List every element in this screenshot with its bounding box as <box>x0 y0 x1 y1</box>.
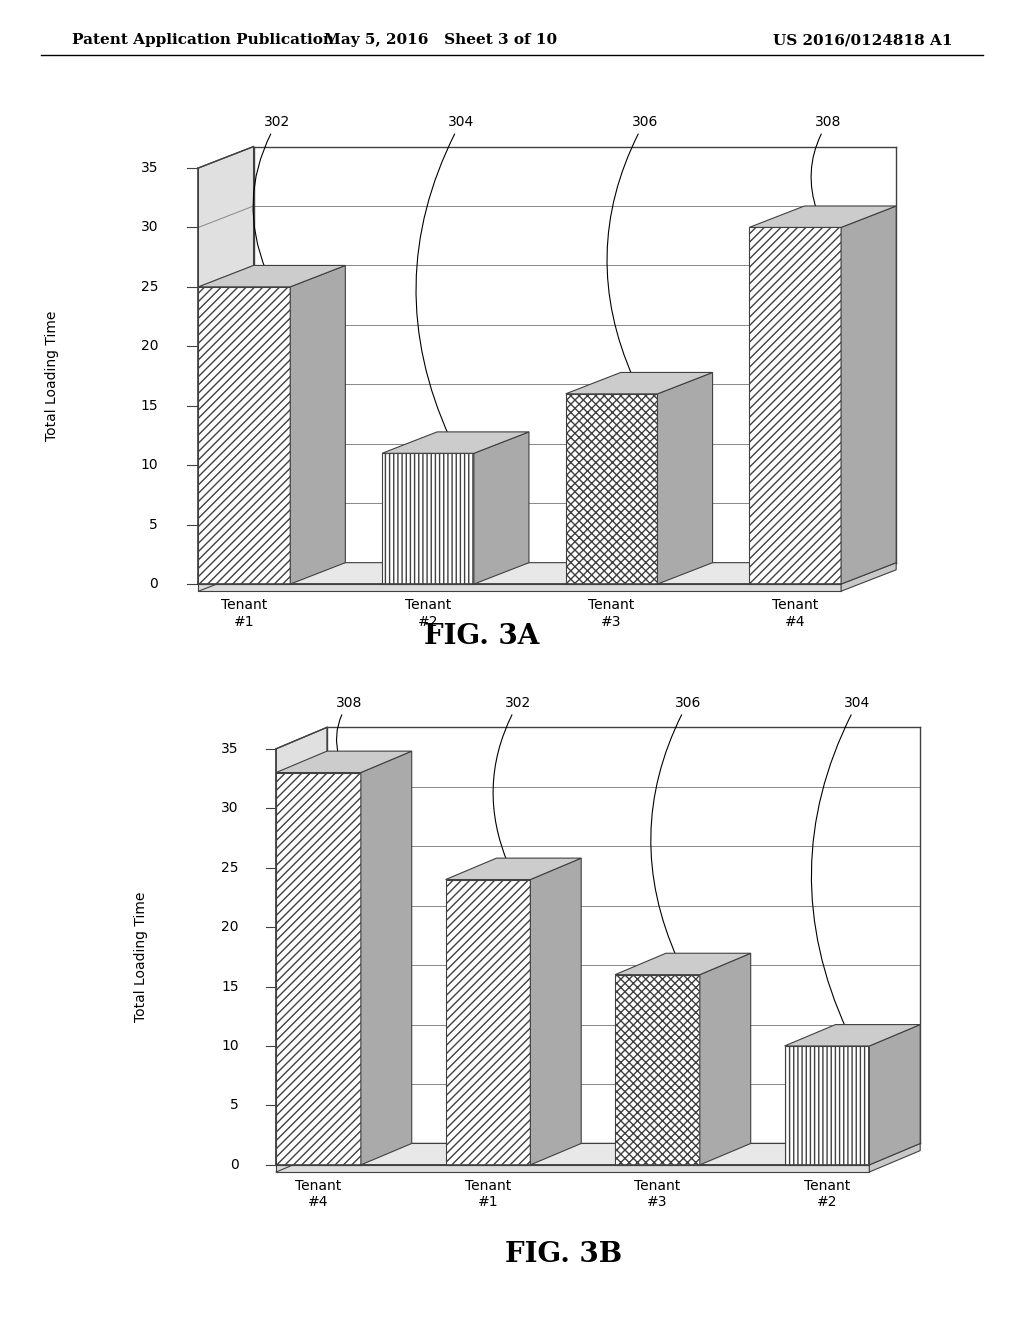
Text: 306: 306 <box>651 696 701 960</box>
Text: 304: 304 <box>811 696 870 1031</box>
Polygon shape <box>565 372 713 393</box>
Text: Total Loading Time: Total Loading Time <box>133 891 147 1022</box>
Text: 15: 15 <box>221 979 239 994</box>
Polygon shape <box>530 858 582 1164</box>
Text: 308: 308 <box>336 696 362 756</box>
Polygon shape <box>869 1024 921 1164</box>
Polygon shape <box>750 206 896 227</box>
Polygon shape <box>276 1164 869 1172</box>
Text: Tenant
#1: Tenant #1 <box>465 1179 511 1209</box>
Polygon shape <box>199 562 896 583</box>
Polygon shape <box>750 227 841 583</box>
Text: 35: 35 <box>221 742 239 756</box>
Text: 30: 30 <box>140 220 158 235</box>
Text: 5: 5 <box>150 517 158 532</box>
Polygon shape <box>199 265 345 286</box>
Polygon shape <box>382 453 474 583</box>
Text: 306: 306 <box>607 115 657 379</box>
Polygon shape <box>445 858 582 879</box>
Text: Tenant
#3: Tenant #3 <box>634 1179 681 1209</box>
Polygon shape <box>276 1143 921 1164</box>
Text: Tenant
#4: Tenant #4 <box>772 598 818 628</box>
Text: 0: 0 <box>230 1158 239 1172</box>
Text: 302: 302 <box>494 696 531 863</box>
Polygon shape <box>615 974 699 1164</box>
Polygon shape <box>565 393 657 583</box>
Text: FIG. 3B: FIG. 3B <box>505 1241 622 1267</box>
Polygon shape <box>382 432 529 453</box>
Text: 302: 302 <box>253 115 291 271</box>
Text: 20: 20 <box>221 920 239 935</box>
Text: Tenant
#2: Tenant #2 <box>804 1179 850 1209</box>
Polygon shape <box>276 727 327 1164</box>
Polygon shape <box>199 147 254 583</box>
Text: 0: 0 <box>150 577 158 591</box>
Text: 15: 15 <box>140 399 158 413</box>
Polygon shape <box>276 751 412 772</box>
Text: FIG. 3A: FIG. 3A <box>424 623 539 649</box>
Polygon shape <box>290 265 345 583</box>
Text: Tenant
#4: Tenant #4 <box>295 1179 342 1209</box>
Text: 5: 5 <box>230 1098 239 1113</box>
Text: 308: 308 <box>811 115 842 211</box>
Text: Patent Application Publication: Patent Application Publication <box>72 33 334 48</box>
Text: Tenant
#3: Tenant #3 <box>589 598 635 628</box>
Polygon shape <box>841 206 896 583</box>
Text: 30: 30 <box>221 801 239 816</box>
Polygon shape <box>199 286 290 583</box>
Text: Total Loading Time: Total Loading Time <box>45 310 58 441</box>
Text: US 2016/0124818 A1: US 2016/0124818 A1 <box>773 33 952 48</box>
Text: Tenant
#2: Tenant #2 <box>404 598 452 628</box>
Text: May 5, 2016   Sheet 3 of 10: May 5, 2016 Sheet 3 of 10 <box>324 33 557 48</box>
Polygon shape <box>657 372 713 583</box>
Polygon shape <box>784 1024 921 1045</box>
Text: 304: 304 <box>416 115 474 438</box>
Polygon shape <box>841 562 896 591</box>
Text: 35: 35 <box>140 161 158 176</box>
Text: 20: 20 <box>140 339 158 354</box>
Polygon shape <box>784 1045 869 1164</box>
Text: 25: 25 <box>221 861 239 875</box>
Text: Tenant
#1: Tenant #1 <box>221 598 267 628</box>
Polygon shape <box>199 583 841 591</box>
Polygon shape <box>445 879 530 1164</box>
Text: 10: 10 <box>221 1039 239 1053</box>
Polygon shape <box>699 953 751 1164</box>
Polygon shape <box>615 953 751 974</box>
Polygon shape <box>474 432 529 583</box>
Text: 25: 25 <box>140 280 158 294</box>
Polygon shape <box>869 1143 921 1172</box>
Polygon shape <box>360 751 412 1164</box>
Text: 10: 10 <box>140 458 158 473</box>
Polygon shape <box>276 772 360 1164</box>
